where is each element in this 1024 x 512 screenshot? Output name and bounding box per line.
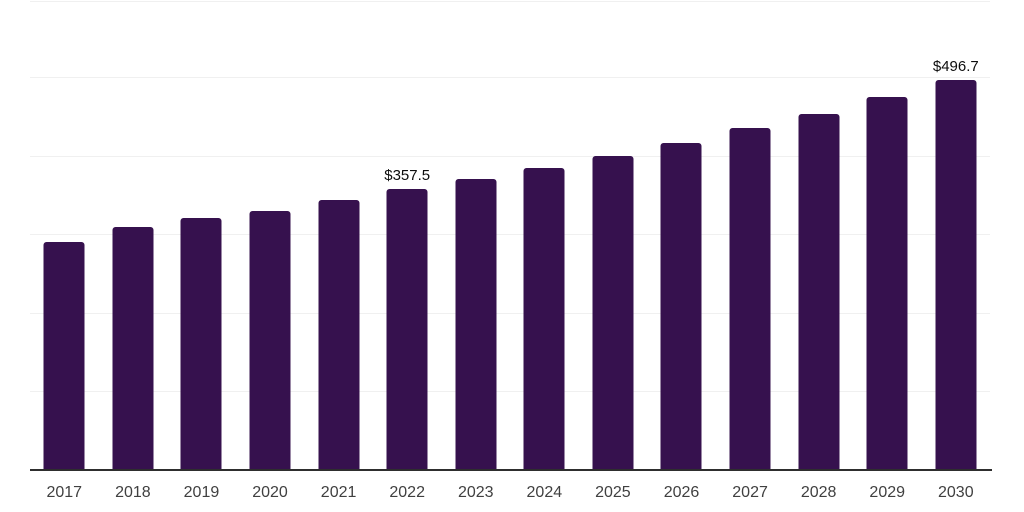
- bar-2018: [112, 227, 154, 470]
- bar-2026: [660, 143, 702, 470]
- bar-slot-2020: [236, 0, 305, 470]
- bar-2028: [798, 114, 840, 470]
- bar-2025: [592, 155, 634, 470]
- x-tick-2018: 2018: [115, 484, 151, 501]
- bar-slot-2022: $357.5: [373, 0, 442, 470]
- gridline-600: [30, 1, 990, 2]
- bar-slot-2025: [579, 0, 648, 470]
- bar-slot-2028: [784, 0, 853, 470]
- gridline-500: [30, 77, 990, 79]
- x-tick-2017: 2017: [46, 484, 83, 501]
- bar-slot-2021: [304, 0, 373, 470]
- x-tick-2029: 2029: [869, 484, 906, 501]
- data-label-2022: $357.5: [384, 167, 431, 184]
- bar-slot-2029: [853, 0, 922, 470]
- bar-slot-2023: [441, 0, 510, 470]
- plot-area: $357.5 $496.7: [30, 0, 990, 470]
- x-tick-2030: 2030: [938, 484, 974, 501]
- x-tick-2024: 2024: [526, 484, 563, 501]
- bar-2020: [249, 210, 291, 470]
- x-axis-labels: 2017 2018 2019 2020 2021 2022 2023 2024 2025 2026…: [30, 483, 990, 502]
- bar-2022: [386, 189, 428, 470]
- x-tick-2026: 2026: [663, 484, 700, 501]
- data-label-2030: $496.7: [932, 57, 979, 75]
- x-tick-2020: 2020: [252, 484, 288, 501]
- x-axis-line: [30, 469, 992, 471]
- bar-2029: [866, 96, 908, 470]
- bar-2027: [729, 128, 771, 470]
- bars-row: $357.5 $496.7: [30, 0, 990, 470]
- x-tick-2028: 2028: [800, 484, 837, 501]
- bar-slot-2024: [510, 0, 579, 470]
- x-tick-2021: 2021: [320, 484, 357, 501]
- bar-slot-2030: $496.7: [922, 0, 990, 470]
- bar-2021: [318, 199, 360, 470]
- bar-2023: [455, 179, 497, 470]
- bar-slot-2027: [716, 0, 785, 470]
- x-tick-2027: 2027: [732, 484, 768, 501]
- gridline-300: [30, 234, 990, 236]
- bar-slot-2026: [647, 0, 716, 470]
- bar-2019: [180, 217, 222, 470]
- bar-slot-2018: [99, 0, 168, 470]
- gridline-100: [30, 391, 990, 393]
- gridline-400: [30, 155, 990, 157]
- bar-2030: [935, 79, 977, 470]
- x-tick-2023: 2023: [457, 484, 494, 501]
- bar-slot-2017: [30, 0, 99, 470]
- x-tick-2022: 2022: [389, 484, 425, 501]
- x-tick-2025: 2025: [595, 484, 631, 501]
- bar-2017: [43, 242, 85, 470]
- gridline-200: [30, 312, 990, 314]
- bar-2024: [523, 168, 565, 470]
- x-tick-2019: 2019: [183, 484, 220, 501]
- bar-slot-2019: [167, 0, 236, 470]
